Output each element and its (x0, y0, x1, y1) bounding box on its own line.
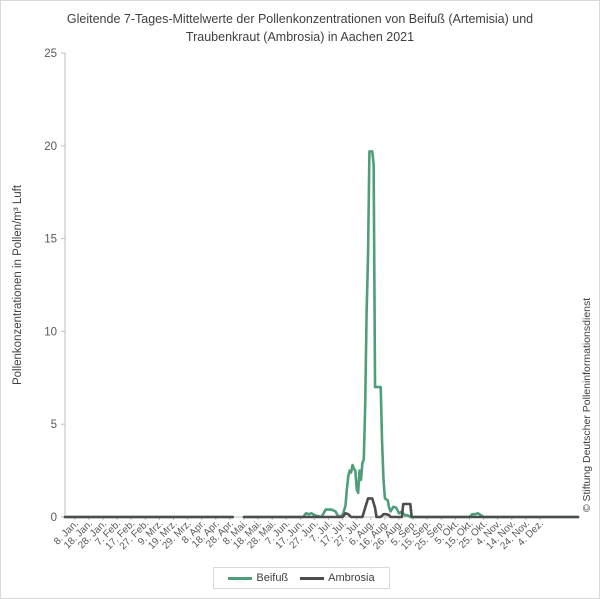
legend-label-beifuss: Beifuß (256, 572, 289, 584)
legend-swatch-beifuss (228, 576, 253, 580)
y-tick-label: 20 (44, 141, 57, 153)
legend: Beifuß Ambrosia (213, 567, 390, 589)
legend-swatch-ambrosia (300, 576, 325, 580)
y-tick-label: 10 (44, 326, 57, 338)
chart-title: Gleitende 7-Tages-Mittelwerte der Pollen… (60, 10, 540, 46)
legend-item-beifuss: Beifuß (228, 572, 288, 584)
legend-label-ambrosia: Ambrosia (328, 572, 375, 584)
series-line-beifuss-segment-2 (242, 150, 580, 519)
chart-title-line-1: Gleitende 7-Tages-Mittelwerte der Pollen… (66, 12, 534, 26)
y-tick-label: 5 (51, 419, 57, 431)
y-tick-label: 0 (51, 512, 57, 524)
legend-item-ambrosia: Ambrosia (300, 572, 375, 584)
chart-title-line-2: Traubenkraut (Ambrosia) in Aachen 2021 (185, 30, 415, 44)
y-tick-label: 15 (44, 234, 57, 246)
y-tick-label: 25 (44, 48, 57, 60)
series-line-ambrosia-segment-2 (242, 497, 580, 519)
